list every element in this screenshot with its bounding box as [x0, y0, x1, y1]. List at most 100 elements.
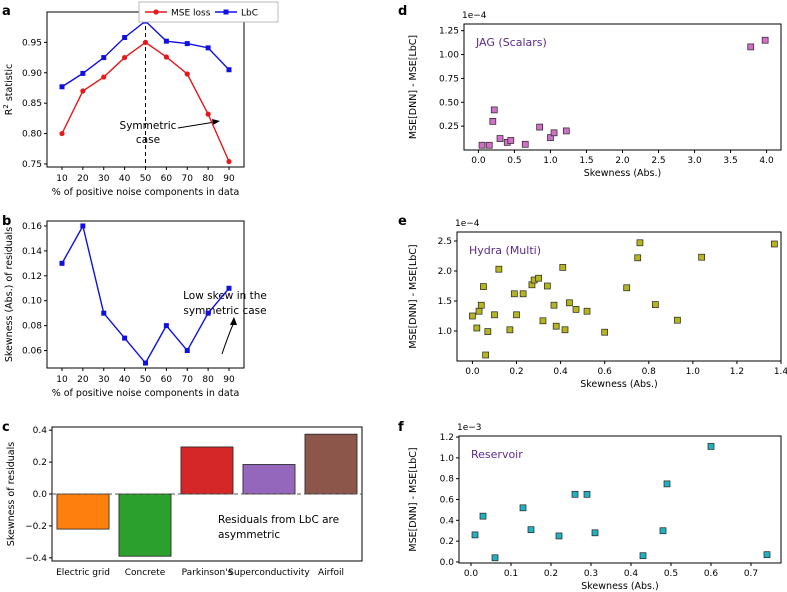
x-tick-label-f: 0.7	[744, 569, 758, 579]
scatter-point-f	[583, 490, 591, 498]
data-point-b	[184, 348, 190, 354]
y-tick-label-b: 0.12	[22, 272, 42, 282]
scatter-point-f	[527, 526, 535, 534]
y-tick-label-a: 0.90	[22, 69, 42, 79]
data-point-a	[59, 84, 65, 90]
legend-swatch-marker	[153, 9, 159, 15]
x-tick-label-e: 0.0	[465, 367, 480, 377]
panel-label-e: e	[398, 214, 407, 229]
scatter-point-f	[555, 532, 563, 540]
plot-frame-e	[456, 231, 782, 362]
x-tick-label-c: Parkinson's	[182, 568, 233, 578]
x-axis-label-f: Skewness (Abs.)	[581, 581, 659, 592]
bar	[304, 433, 358, 495]
x-tick-label-f: 0.0	[464, 569, 479, 579]
scatter-point-d	[521, 140, 529, 148]
x-tick-label-e: 0.8	[642, 367, 657, 377]
legend-box	[138, 1, 279, 23]
data-point-a	[122, 54, 128, 61]
x-tick-label-f: 0.5	[664, 569, 678, 579]
annotation-line: case	[136, 134, 160, 146]
inset-title-e: Hydra (Multi)	[469, 244, 541, 257]
scatter-point-e	[519, 290, 527, 298]
x-tick-label-d: 4.0	[759, 156, 774, 166]
y-tick-label-d: 1.00	[439, 51, 459, 61]
legend-label: MSE loss	[171, 9, 211, 19]
x-tick-label-d: 0.5	[507, 156, 521, 166]
scatter-point-e	[698, 253, 706, 261]
data-point-a	[163, 54, 169, 60]
x-tick-label-e: 1.4	[774, 367, 787, 377]
x-tick-label-f: 0.3	[584, 569, 598, 579]
y-tick-label-c: 0.4	[33, 426, 48, 436]
scatter-point-d	[562, 127, 570, 135]
x-tick-label-b: 20	[77, 375, 89, 385]
x-tick-label-b: 80	[202, 375, 214, 385]
y-tick-label-a: 0.80	[22, 130, 42, 140]
scatter-point-e	[636, 239, 644, 247]
scatter-point-e	[482, 351, 490, 359]
scatter-point-e	[674, 316, 681, 324]
panel-label-b: b	[2, 214, 11, 229]
y-axis-label-c: Skewness of residuals	[6, 442, 17, 546]
scatter-point-d	[490, 106, 498, 114]
axis-exponent-e: 1e−4	[455, 219, 480, 229]
x-tick-label-e: 1.2	[730, 367, 744, 377]
data-point-b	[122, 335, 128, 341]
scatter-point-d	[507, 137, 515, 144]
x-tick-label-b: 90	[223, 375, 235, 385]
x-tick-label-a: 90	[223, 174, 235, 184]
data-point-a	[163, 38, 169, 44]
x-tick-label-b: 50	[140, 375, 152, 385]
scatter-point-f	[763, 551, 771, 559]
annotation-line: Symmetric	[120, 120, 177, 132]
x-tick-label-d: 3.0	[687, 156, 702, 166]
x-tick-label-b: 40	[119, 375, 131, 385]
data-point-a	[184, 41, 190, 47]
scatter-point-e	[566, 299, 573, 307]
y-axis-label-e: MSE[DNN] - MSE[LbC]	[408, 244, 419, 348]
x-tick-label-a: 80	[202, 174, 214, 184]
scatter-point-e	[539, 317, 547, 325]
scatter-point-e	[506, 326, 514, 334]
x-tick-label-b: 30	[98, 375, 110, 385]
x-tick-label-f: 0.4	[624, 569, 639, 579]
x-axis-label-b: % of positive noise components in data	[52, 388, 240, 399]
data-point-a	[101, 74, 107, 80]
x-tick-label-b: 60	[161, 375, 173, 385]
x-tick-label-d: 0.0	[471, 156, 486, 166]
y-tick-label-e: 1.0	[438, 327, 453, 337]
y-tick-label-f: 0.4	[440, 516, 455, 526]
scatter-point-e	[552, 322, 560, 330]
scatter-point-d	[478, 141, 486, 149]
scatter-point-e	[469, 312, 476, 320]
scatter-point-e	[484, 328, 492, 335]
scatter-point-f	[663, 480, 671, 488]
inset-title-d: JAG (Scalars)	[475, 36, 547, 49]
scatter-point-d	[536, 123, 543, 131]
scatter-point-e	[477, 301, 485, 309]
annotation-arrowhead	[212, 119, 220, 125]
data-point-a	[80, 70, 86, 76]
data-point-a	[142, 39, 149, 45]
x-tick-label-f: 0.2	[544, 569, 558, 579]
inset-title-f: Reservoir	[471, 448, 523, 461]
bar	[180, 446, 234, 495]
scatter-point-d	[489, 118, 497, 125]
scatter-point-e	[475, 307, 483, 315]
annotation-arrowhead	[230, 317, 237, 325]
scatter-point-e	[572, 306, 580, 313]
panel-label-a: a	[2, 4, 11, 19]
y-tick-label-f: 1.0	[440, 454, 455, 464]
y-tick-label-c: −0.4	[25, 554, 47, 564]
y-tick-label-a: 0.85	[22, 99, 42, 109]
scatter-point-e	[771, 240, 778, 248]
x-tick-label-e: 0.6	[598, 367, 613, 377]
y-tick-label-b: 0.06	[22, 347, 42, 357]
x-tick-label-b: 70	[182, 375, 194, 385]
data-point-b	[59, 260, 65, 266]
y-tick-label-a: 0.95	[22, 38, 42, 48]
scatter-point-e	[583, 307, 591, 315]
x-tick-label-d: 3.5	[723, 156, 737, 166]
